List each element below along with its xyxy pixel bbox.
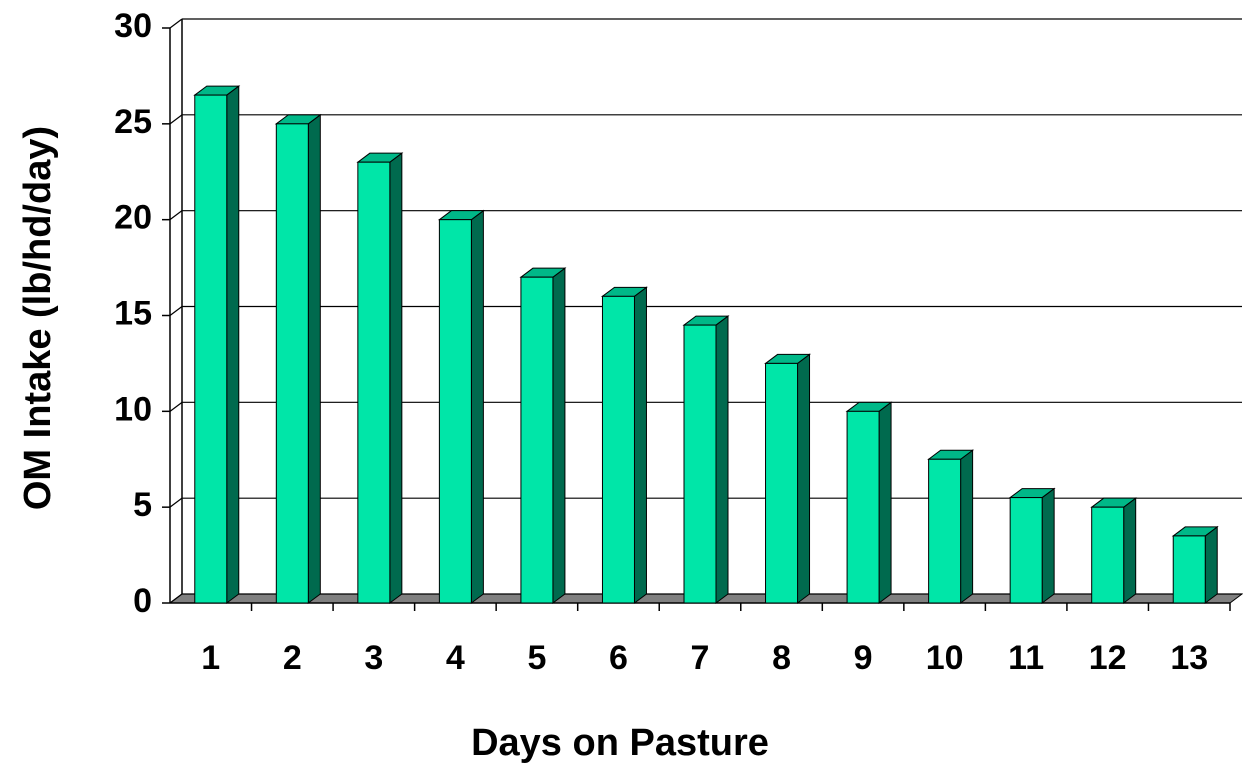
y-tick-label: 10 [114,390,152,428]
bar-side [960,449,974,604]
bar-side [552,267,566,604]
x-tick-label: 6 [609,639,628,677]
x-tick-label: 4 [446,639,465,677]
side-grid [169,497,183,508]
bar-side [307,113,321,604]
x-tick-label: 3 [364,639,383,677]
bar [765,362,799,604]
y-tick-label: 30 [114,7,152,45]
bar-side [1123,497,1137,604]
y-axis-title: OM Intake (lb/hd/day) [17,126,59,510]
bar [683,324,717,604]
side-grid [169,210,183,221]
y-tick-label: 25 [114,103,152,141]
bar [194,94,228,604]
x-tick-label: 9 [854,639,873,677]
x-tick-label: 12 [1089,639,1127,677]
side-grid [169,18,183,29]
x-tick-label: 2 [283,639,302,677]
bar-side [715,315,729,604]
bar-side [1041,487,1055,604]
bar [846,410,880,604]
side-grid [169,306,183,316]
side-grid [169,593,183,604]
x-tick-label: 7 [691,639,710,677]
bar-side [633,286,647,604]
bar [601,295,635,604]
x-tick-label: 11 [1008,639,1044,677]
bar-side [389,152,403,604]
y-tick-label: 15 [114,294,152,332]
y-tick-label: 0 [133,582,152,620]
bar-side [797,353,811,604]
bar [520,276,554,604]
x-axis-title: Days on Pasture [471,722,769,764]
bar [1091,506,1125,604]
side-grid [169,114,183,125]
y-tick-label: 5 [133,486,152,524]
x-tick-label: 1 [201,639,220,677]
x-tick-label: 8 [772,639,791,677]
bar [928,458,962,604]
bar [275,123,309,604]
bar-side [470,209,484,604]
bar-side [226,85,240,604]
side-grid [169,401,183,412]
x-tick-label: 13 [1170,639,1208,677]
y-tick-label: 20 [114,199,152,237]
x-tick-label: 10 [926,639,964,677]
bar-side [878,401,892,604]
bar [1172,535,1206,604]
bar [1009,497,1043,604]
bar [438,219,472,604]
bar-side [1204,525,1218,604]
bar [357,161,391,604]
x-tick-label: 5 [527,639,546,677]
